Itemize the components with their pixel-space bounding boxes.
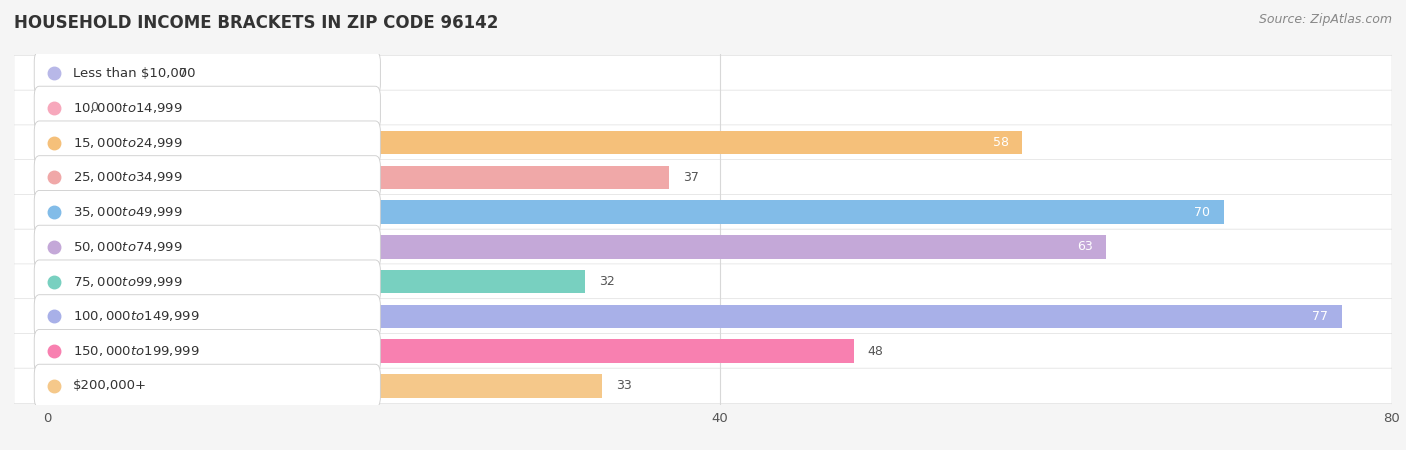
Bar xyxy=(48,339,855,363)
Text: 0: 0 xyxy=(90,101,97,114)
FancyBboxPatch shape xyxy=(14,368,1392,404)
FancyBboxPatch shape xyxy=(14,55,1392,91)
Text: $200,000+: $200,000+ xyxy=(73,379,146,392)
FancyBboxPatch shape xyxy=(14,264,1392,299)
Text: $50,000 to $74,999: $50,000 to $74,999 xyxy=(73,240,183,254)
Text: 70: 70 xyxy=(1195,206,1211,219)
Bar xyxy=(48,235,1107,259)
Text: $25,000 to $34,999: $25,000 to $34,999 xyxy=(73,171,183,184)
Text: 58: 58 xyxy=(993,136,1010,149)
Text: $75,000 to $99,999: $75,000 to $99,999 xyxy=(73,274,183,288)
Text: $150,000 to $199,999: $150,000 to $199,999 xyxy=(73,344,200,358)
FancyBboxPatch shape xyxy=(34,329,381,373)
Bar xyxy=(48,131,1022,154)
Text: HOUSEHOLD INCOME BRACKETS IN ZIP CODE 96142: HOUSEHOLD INCOME BRACKETS IN ZIP CODE 96… xyxy=(14,14,499,32)
FancyBboxPatch shape xyxy=(34,51,381,95)
FancyBboxPatch shape xyxy=(34,121,381,164)
Bar xyxy=(48,96,82,120)
FancyBboxPatch shape xyxy=(34,190,381,234)
FancyBboxPatch shape xyxy=(14,333,1392,369)
Text: 7: 7 xyxy=(179,67,187,80)
FancyBboxPatch shape xyxy=(14,229,1392,265)
Bar xyxy=(48,200,1223,224)
Text: 32: 32 xyxy=(599,275,614,288)
Bar xyxy=(48,61,166,85)
FancyBboxPatch shape xyxy=(34,260,381,303)
FancyBboxPatch shape xyxy=(14,90,1392,126)
Text: 37: 37 xyxy=(683,171,699,184)
Bar xyxy=(48,305,1341,328)
Text: 48: 48 xyxy=(868,345,883,358)
FancyBboxPatch shape xyxy=(14,160,1392,195)
FancyBboxPatch shape xyxy=(34,364,381,408)
FancyBboxPatch shape xyxy=(14,299,1392,334)
Text: $15,000 to $24,999: $15,000 to $24,999 xyxy=(73,135,183,149)
Bar xyxy=(48,374,602,398)
Text: $100,000 to $149,999: $100,000 to $149,999 xyxy=(73,310,200,324)
Text: 77: 77 xyxy=(1312,310,1329,323)
Bar xyxy=(48,166,669,189)
Text: 63: 63 xyxy=(1077,240,1092,253)
FancyBboxPatch shape xyxy=(14,125,1392,160)
Text: Less than $10,000: Less than $10,000 xyxy=(73,67,195,80)
Text: 33: 33 xyxy=(616,379,631,392)
FancyBboxPatch shape xyxy=(34,86,381,130)
FancyBboxPatch shape xyxy=(34,295,381,338)
Text: $10,000 to $14,999: $10,000 to $14,999 xyxy=(73,101,183,115)
FancyBboxPatch shape xyxy=(34,156,381,199)
Text: Source: ZipAtlas.com: Source: ZipAtlas.com xyxy=(1258,14,1392,27)
Text: $35,000 to $49,999: $35,000 to $49,999 xyxy=(73,205,183,219)
FancyBboxPatch shape xyxy=(34,225,381,269)
Bar xyxy=(48,270,585,293)
FancyBboxPatch shape xyxy=(14,194,1392,230)
